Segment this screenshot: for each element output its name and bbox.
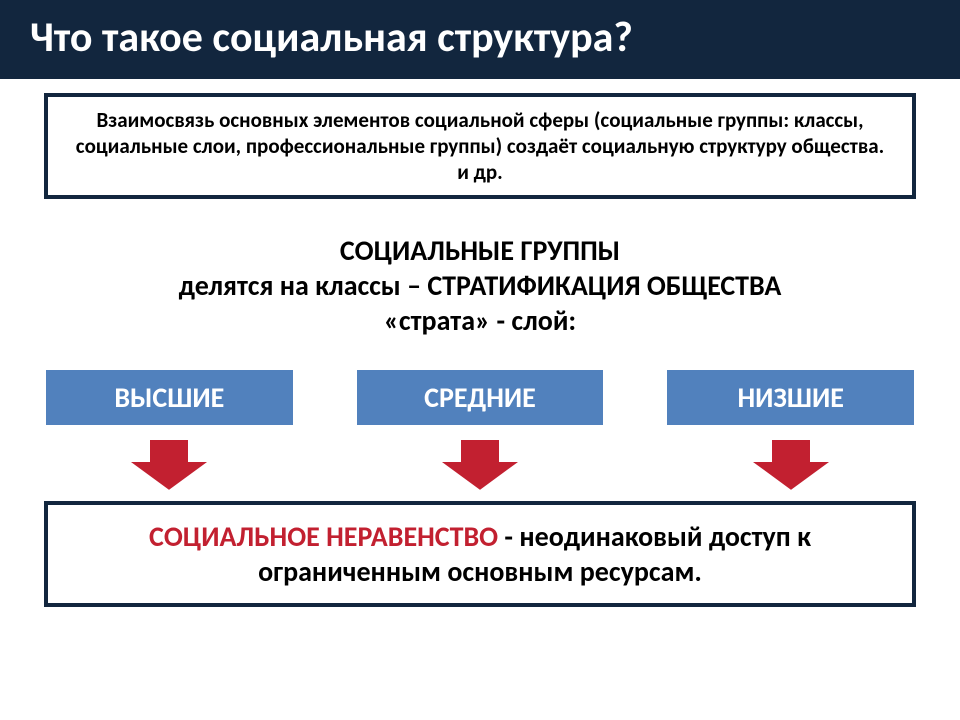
definition-box: Взаимосвязь основных элементов социально… [44, 93, 916, 199]
result-highlighted: СОЦИАЛЬНОЕ НЕРАВЕНСТВО [149, 519, 504, 554]
arrow-cell [44, 437, 295, 493]
category-label: ВЫСШИЕ [114, 380, 224, 415]
down-arrow-icon [435, 437, 525, 493]
subtitle-line-1: СОЦИАЛЬНЫЕ ГРУППЫ [40, 233, 920, 268]
definition-text: Взаимосвязь основных элементов социально… [76, 107, 884, 185]
category-box-high: ВЫСШИЕ [44, 368, 295, 427]
category-row: ВЫСШИЕ СРЕДНИЕ НИЗШИЕ [44, 368, 916, 427]
down-arrow-icon [124, 437, 214, 493]
subtitle-block: СОЦИАЛЬНЫЕ ГРУППЫ делятся на классы – СТ… [40, 233, 920, 338]
subtitle-line-3: «страта» - слой: [40, 303, 920, 338]
subtitle-line-2: делятся на классы – СТРАТИФИКАЦИЯ ОБЩЕСТ… [40, 268, 920, 303]
category-label: НИЗШИЕ [737, 380, 843, 415]
result-box: СОЦИАЛЬНОЕ НЕРАВЕНСТВО - неодинаковый до… [44, 501, 916, 607]
arrow-cell [665, 437, 916, 493]
page-title: Что такое социальная структура? [30, 12, 930, 63]
category-box-low: НИЗШИЕ [665, 368, 916, 427]
category-box-middle: СРЕДНИЕ [355, 368, 606, 427]
category-label: СРЕДНИЕ [424, 380, 536, 415]
arrow-cell [355, 437, 606, 493]
arrow-row [44, 437, 916, 493]
title-bar: Что такое социальная структура? [0, 0, 960, 79]
down-arrow-icon [746, 437, 836, 493]
